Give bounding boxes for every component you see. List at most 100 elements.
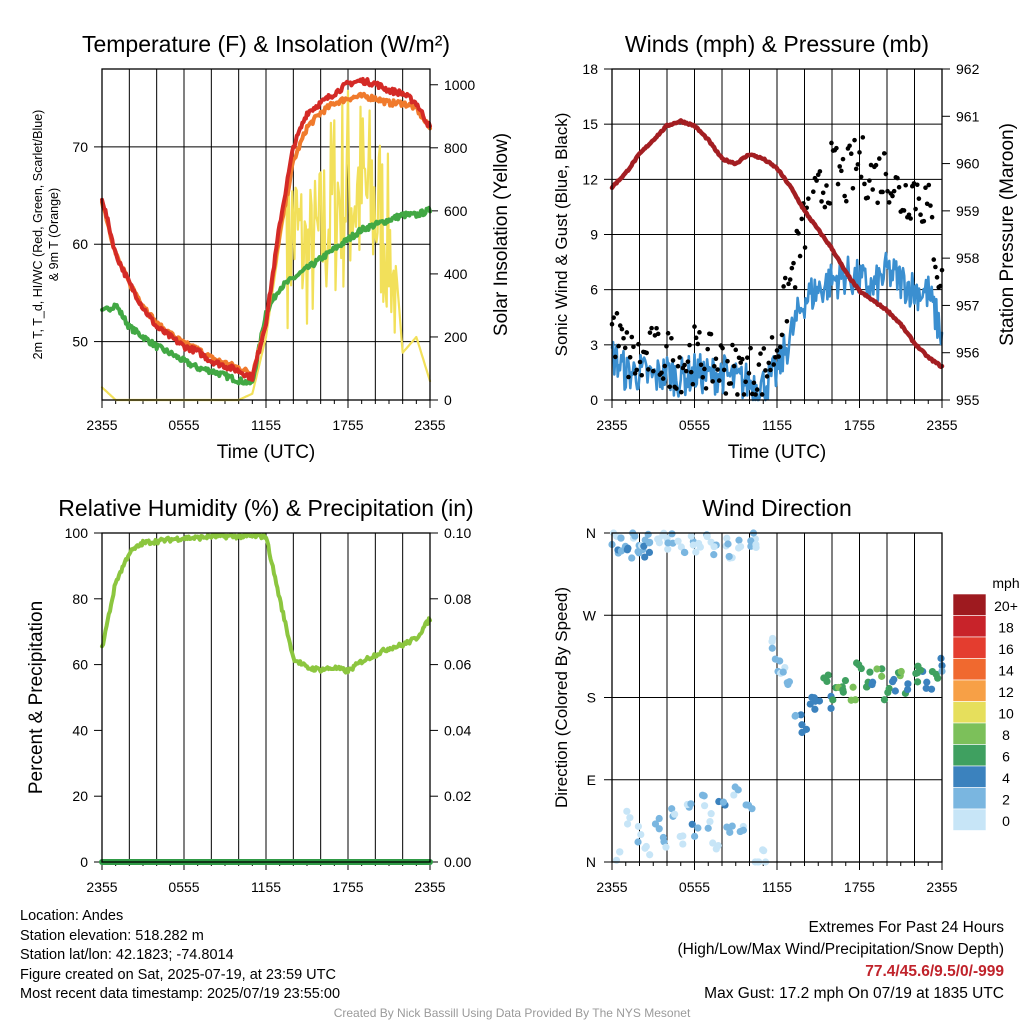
- direction-point: [634, 822, 642, 831]
- gust-point: [802, 245, 808, 250]
- extremes-values: 77.4/45.6/9.5/0/-999: [865, 963, 1004, 980]
- y-tick-label-left: N: [586, 854, 596, 870]
- legend-swatch: [952, 615, 987, 638]
- gust-point: [824, 183, 829, 188]
- credit-text: Created By Nick Bassill Using Data Provi…: [333, 1006, 691, 1020]
- y-tick-label-left: 6: [590, 282, 598, 298]
- gust-point: [624, 330, 630, 335]
- direction-point: [852, 659, 861, 667]
- gust-point: [883, 171, 889, 177]
- gust-point: [697, 330, 702, 335]
- gust-point: [723, 391, 729, 396]
- direction-point: [698, 791, 707, 799]
- legend-label: 8: [1002, 727, 1010, 743]
- gust-point: [650, 368, 656, 374]
- direction-point: [923, 678, 931, 686]
- x-tick-label: 1755: [332, 879, 363, 895]
- direction-point: [725, 552, 733, 561]
- gust-point: [791, 260, 796, 266]
- gust-point: [703, 386, 709, 391]
- gust-point: [797, 253, 803, 259]
- gust-point: [716, 378, 722, 383]
- direction-point: [726, 828, 734, 836]
- gust-point: [698, 362, 704, 368]
- gust-point: [644, 350, 649, 356]
- gust-point: [679, 389, 684, 395]
- y-tick-label-right: 0.04: [444, 722, 471, 738]
- direction-point: [707, 810, 715, 818]
- x-tick-label: 0555: [679, 417, 710, 433]
- gust-point: [705, 346, 710, 352]
- legend-swatch: [952, 636, 987, 659]
- legend-label: 12: [998, 684, 1014, 700]
- gust-point: [796, 231, 801, 236]
- direction-point: [904, 680, 912, 688]
- direction-point: [914, 662, 922, 670]
- gust-point: [637, 359, 643, 365]
- plot-frame: [611, 532, 943, 863]
- direction-point: [626, 814, 634, 822]
- gust-point: [702, 366, 707, 372]
- direction-point: [679, 840, 687, 848]
- gust-point: [695, 341, 701, 347]
- direction-point: [783, 679, 791, 687]
- gust-point: [756, 362, 762, 367]
- direction-point: [645, 548, 654, 556]
- gust-point: [636, 341, 641, 347]
- gust-point: [622, 345, 628, 351]
- gust-point: [858, 174, 864, 180]
- gust-point: [850, 185, 856, 191]
- gust-point: [931, 257, 937, 262]
- legend-label: 14: [998, 663, 1014, 679]
- gust-point: [906, 212, 912, 218]
- x-tick-label: 2355: [414, 417, 445, 433]
- gust-point: [837, 164, 842, 169]
- direction-point: [645, 539, 653, 547]
- gust-point: [896, 184, 902, 190]
- gust-point: [761, 346, 767, 351]
- gust-point: [784, 318, 790, 324]
- gust-point: [754, 387, 760, 392]
- direction-point: [849, 683, 857, 691]
- y-tick-label-left: N: [586, 525, 596, 541]
- gust-point: [776, 354, 781, 359]
- gust-point: [713, 356, 719, 362]
- gust-point: [913, 206, 918, 212]
- y-tick-label-right: 400: [444, 266, 468, 282]
- gust-point: [632, 371, 638, 376]
- y-axis-label-left: Sonic Wind & Gust (Blue, Black): [552, 113, 571, 357]
- gust-point: [659, 370, 664, 376]
- direction-point: [688, 820, 696, 828]
- gust-point: [895, 175, 900, 181]
- direction-point: [624, 544, 632, 552]
- gust-point: [654, 325, 659, 331]
- direction-point: [644, 530, 652, 538]
- x-tick-label: 0555: [679, 879, 710, 895]
- gust-point: [730, 342, 735, 348]
- direction-point: [671, 810, 679, 818]
- gust-point: [634, 367, 640, 373]
- direction-point: [628, 554, 636, 562]
- direction-point: [664, 545, 672, 553]
- station-info: Location: Andes Station elevation: 518.2…: [20, 907, 340, 1005]
- direction-point: [659, 833, 667, 842]
- x-axis-label: Time (UTC): [728, 442, 827, 463]
- gust-point: [923, 185, 928, 191]
- direction-point: [873, 665, 881, 673]
- direction-point: [742, 801, 750, 809]
- gust-point: [662, 363, 668, 369]
- direction-point: [878, 672, 886, 680]
- x-tick-label: 1155: [762, 417, 792, 433]
- gust-point: [914, 182, 920, 188]
- direction-point: [679, 832, 687, 840]
- legend-label: 6: [1002, 749, 1010, 765]
- gust-point: [764, 374, 770, 379]
- gust-point: [720, 345, 725, 351]
- direction-point: [710, 551, 718, 559]
- y-tick-label-left: 18: [582, 61, 598, 77]
- gust-point: [763, 368, 768, 373]
- legend-swatch: [952, 701, 987, 724]
- gust-point: [715, 367, 720, 372]
- y-tick-label-left: 15: [582, 116, 598, 132]
- direction-point: [728, 822, 736, 830]
